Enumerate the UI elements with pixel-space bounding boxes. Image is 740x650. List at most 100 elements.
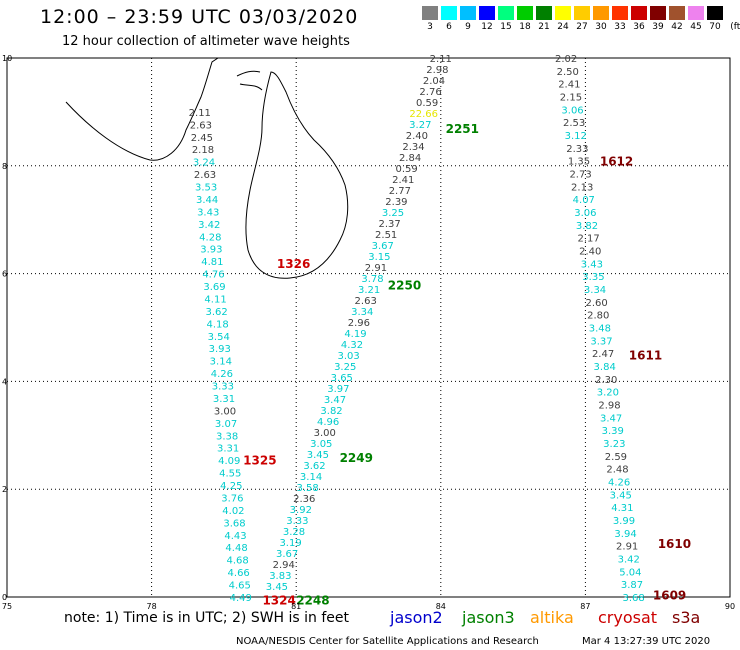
wave-height-value: 3.27 <box>409 120 431 131</box>
wave-height-value: 3.45 <box>307 450 329 461</box>
wave-height-value: 2.91 <box>616 542 638 553</box>
wave-height-labels: 2.112.632.452.183.242.633.533.443.433.42… <box>189 54 645 604</box>
legend-swatch <box>479 6 495 20</box>
wave-height-value: 3.05 <box>310 439 332 450</box>
wave-height-value: 3.97 <box>327 384 349 395</box>
wave-height-value: 2.41 <box>392 175 414 186</box>
wave-height-value: 3.42 <box>198 220 220 231</box>
legend-swatch <box>688 6 704 20</box>
wave-height-value: 2.37 <box>378 219 400 230</box>
lon-tick-label: 90 <box>725 602 735 611</box>
wave-height-value: 3.94 <box>614 529 636 540</box>
pass-number-label: 1325 <box>243 454 276 468</box>
legend-swatch <box>574 6 590 20</box>
wave-height-value: 2.98 <box>598 401 620 412</box>
mannar-coastline <box>236 70 263 91</box>
legend-label: 45 <box>690 22 702 32</box>
legend-label: 24 <box>557 22 569 32</box>
wave-height-value: 4.19 <box>344 329 366 340</box>
wave-height-value: 2.63 <box>190 120 212 131</box>
wave-height-value: 3.25 <box>382 208 404 219</box>
wave-height-value: 3.03 <box>337 351 359 362</box>
wave-height-value: 2.41 <box>558 80 580 91</box>
wave-height-value: 3.42 <box>618 555 640 566</box>
wave-height-value: 2.36 <box>293 494 315 505</box>
wave-height-value: 3.53 <box>195 183 217 194</box>
satellite-name: altika <box>530 608 574 627</box>
wave-height-value: 3.21 <box>358 285 380 296</box>
wave-height-value: 4.96 <box>317 417 339 428</box>
legend-swatch <box>460 6 476 20</box>
wave-height-value: 3.23 <box>603 439 625 450</box>
lat-tick-label: 6 <box>2 270 7 279</box>
wave-height-value: 4.31 <box>611 503 633 514</box>
wave-height-value: 0.59 <box>416 98 438 109</box>
wave-height-value: 3.58 <box>297 483 319 494</box>
wave-height-value: 3.83 <box>269 571 291 582</box>
wave-height-value: 4.81 <box>201 257 223 268</box>
pass-number-label: 1326 <box>277 257 310 271</box>
wave-height-value: 3.39 <box>602 426 624 437</box>
wave-height-value: 4.49 <box>230 593 252 604</box>
legend-label: 12 <box>481 22 493 32</box>
wave-height-value: 4.25 <box>220 481 242 492</box>
legend-swatch <box>498 6 514 20</box>
wave-height-value: 3.93 <box>209 344 231 355</box>
wave-height-value: 2.34 <box>402 142 424 153</box>
wave-height-value: 3.87 <box>621 580 643 591</box>
wave-height-value: 2.53 <box>563 118 585 129</box>
pass-number-label: 1324 <box>262 594 295 608</box>
wave-height-value: 4.65 <box>229 581 251 592</box>
legend-swatch <box>650 6 666 20</box>
legend-label: 42 <box>671 22 683 32</box>
wave-height-value: 2.80 <box>587 311 609 322</box>
wave-height-value: 4.07 <box>573 195 595 206</box>
legend-swatch <box>612 6 628 20</box>
pass-number-label: 2249 <box>340 451 373 465</box>
wave-height-value: 3.43 <box>581 259 603 270</box>
wave-height-value: 3.48 <box>589 324 611 335</box>
wave-height-value: 2.18 <box>192 145 214 156</box>
wave-height-value: 3.82 <box>576 221 598 232</box>
wave-height-value: 2.73 <box>569 170 591 181</box>
wave-height-value: 2.59 <box>605 452 627 463</box>
map-subtitle: 12 hour collection of altimeter wave hei… <box>62 34 350 49</box>
wave-height-value: 2.45 <box>191 133 213 144</box>
wave-height-value: 2.96 <box>348 318 370 329</box>
pass-labels: 1324 2248 1325 2249 1326 2250 2251 1612 1611 1610… <box>243 122 691 608</box>
wave-height-value: 4.11 <box>204 294 226 305</box>
lon-tick-label: 81 <box>291 602 301 611</box>
wave-height-value: 2.51 <box>375 230 397 241</box>
wave-height-value: 2.02 <box>555 54 577 65</box>
wave-height-value: 3.62 <box>303 461 325 472</box>
wave-height-value: 2.04 <box>423 76 445 87</box>
wave-height-value: 3.35 <box>582 272 604 283</box>
wave-height-value: 4.18 <box>207 319 229 330</box>
wave-height-value: 2.33 <box>566 144 588 155</box>
legend-swatch <box>536 6 552 20</box>
wave-height-value: 4.76 <box>202 270 224 281</box>
pass-number-label: 1610 <box>658 537 691 551</box>
wave-height-value: 4.32 <box>341 340 363 351</box>
legend-label: 9 <box>465 22 471 32</box>
wave-height-value: 22.66 <box>409 109 438 120</box>
wave-height-value: 2.60 <box>586 298 608 309</box>
lat-tick-label: 2 <box>2 485 7 494</box>
wave-height-value: 2.63 <box>194 170 216 181</box>
wave-height-value: 2.94 <box>273 560 295 571</box>
wave-height-value: 2.77 <box>389 186 411 197</box>
legend-unit: (ft) <box>730 22 740 32</box>
wave-height-value: 5.04 <box>619 567 641 578</box>
legend-swatch <box>555 6 571 20</box>
wave-height-value: 3.31 <box>217 444 239 455</box>
wave-height-value: 3.00 <box>214 406 236 417</box>
legend-label: 36 <box>633 22 645 32</box>
wave-height-value: 3.67 <box>372 241 394 252</box>
lat-tick-label: 4 <box>2 377 7 386</box>
wave-height-value: 4.09 <box>218 456 240 467</box>
satellite-name: jason3 <box>462 608 515 627</box>
wave-height-value: 2.40 <box>579 247 601 258</box>
wave-height-value: 3.34 <box>584 285 606 296</box>
legend-label: 27 <box>576 22 588 32</box>
